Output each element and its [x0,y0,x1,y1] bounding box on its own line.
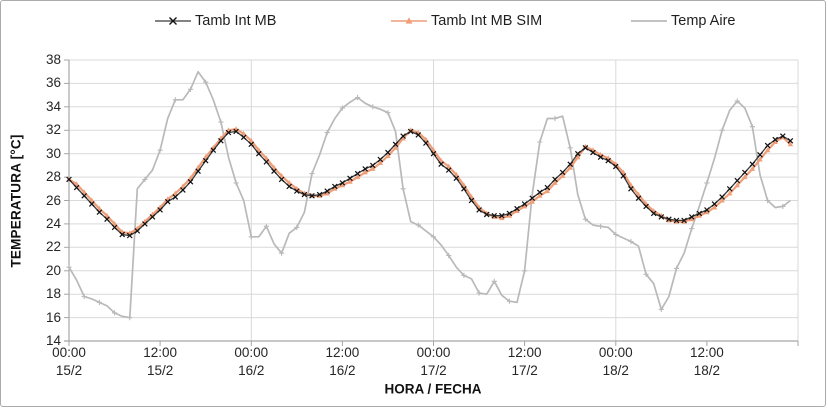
y-tick-label: 16 [45,309,61,325]
line-x-marker-icon [155,17,191,25]
y-tick-label: 34 [45,98,61,114]
y-tick-label: 26 [45,192,61,208]
y-tick-label: 38 [45,52,61,67]
legend-item-temp-aire: Temp Aire [630,10,735,32]
legend-item-tamb-int-mb-sim: Tamb Int MB SIM [390,10,542,32]
y-tick-label: 28 [45,169,61,185]
y-tick-label: 20 [45,262,61,278]
legend-label: Temp Aire [671,13,736,29]
y-tick-label: 18 [45,286,61,302]
y-tick-label: 30 [45,145,61,161]
x-tick-label: 12:00 16/2 [325,345,360,378]
legend-item-tamb-int-mb: Tamb Int MB [154,10,276,32]
x-tick-label: 00:00 15/2 [52,345,86,378]
x-tick-label: 00:00 18/2 [598,345,633,378]
legend-label: Tamb Int MB SIM [431,13,543,29]
y-tick-label: 32 [45,122,61,138]
line-triangle-marker-icon [391,17,427,24]
y-tick-label: 24 [45,215,61,231]
line-marker-icon [631,20,667,22]
x-tick-label: 12:00 15/2 [143,345,177,378]
x-tick-label: 12:00 17/2 [507,345,542,378]
x-tick-label: 00:00 17/2 [416,345,451,378]
y-tick-label: 14 [45,333,61,348]
y-tick-label: 36 [45,75,61,91]
series-0-line [68,130,791,237]
x-axis-title: HORA / FECHA [384,381,482,397]
y-tick-label: 22 [45,239,61,255]
x-tick-label: 12:00 18/2 [689,345,724,378]
x-tick-label: 00:00 16/2 [234,345,269,378]
series-2-line [68,70,791,319]
chart-legend: Tamb Int MB Tamb Int MB SIM Temp Aire [1,10,828,32]
y-axis-title: TEMPERATURA [°C] [8,134,24,268]
legend-label: Tamb Int MB [195,13,277,29]
